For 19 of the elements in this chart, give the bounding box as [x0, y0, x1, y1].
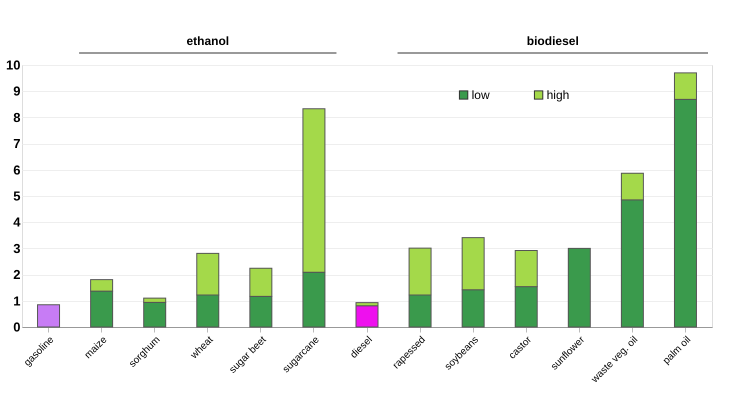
y-tick-label: 10	[6, 58, 20, 72]
bar	[37, 304, 60, 328]
y-tick-label: 8	[13, 110, 20, 125]
legend-label: low	[472, 88, 490, 102]
text: biodiesel	[526, 34, 579, 48]
y-tick-label: 2	[13, 267, 20, 282]
y-tick-label: 3	[13, 240, 20, 256]
legend-label: high	[546, 88, 570, 102]
y-tick-label: 1	[13, 293, 20, 308]
y-tick-label: 0	[13, 320, 20, 334]
y-tick-label: 4	[13, 214, 22, 230]
y-tick-label: 9	[13, 84, 20, 99]
text: ethanol	[186, 34, 230, 48]
y-tick-label: 7	[13, 136, 20, 152]
y-tick-label: 5	[13, 188, 20, 204]
bar	[568, 248, 591, 328]
y-tick-label: 6	[13, 162, 20, 178]
bar	[143, 302, 166, 328]
bar	[356, 305, 378, 328]
